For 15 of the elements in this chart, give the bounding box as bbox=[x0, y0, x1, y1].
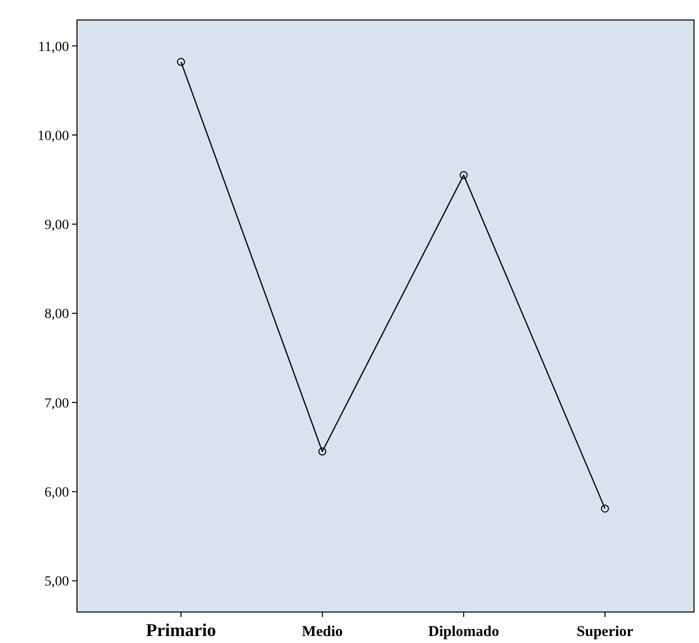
y-tick-label: 8,00 bbox=[44, 307, 69, 322]
x-tick-label: Diplomado bbox=[428, 624, 500, 640]
y-tick-label: 7,00 bbox=[44, 396, 69, 412]
x-tick-label: Primario bbox=[146, 620, 216, 640]
y-tick-label: 9,00 bbox=[44, 218, 69, 234]
y-tick-label: 5,00 bbox=[44, 574, 69, 590]
y-tick-label: 6,00 bbox=[44, 486, 69, 501]
x-tick-label: Medio bbox=[302, 624, 343, 640]
point bbox=[177, 58, 185, 66]
point bbox=[460, 171, 468, 180]
y-tick-label: 11,00 bbox=[38, 40, 69, 55]
point bbox=[318, 448, 326, 456]
point bbox=[601, 504, 609, 513]
y-tick-label: 10,00 bbox=[38, 128, 69, 144]
x-tick-label: Superior bbox=[576, 624, 634, 640]
